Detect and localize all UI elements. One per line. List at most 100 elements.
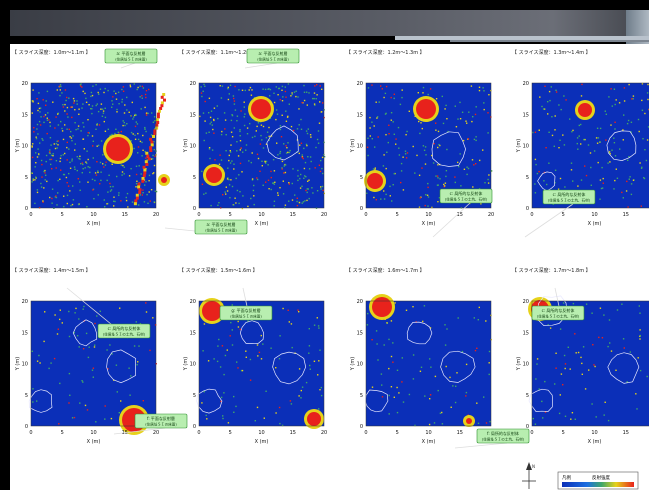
y-tick-label: 5 [25, 175, 28, 181]
callout-leader [244, 62, 278, 69]
y-tick-label: 20 [523, 299, 529, 305]
x-tick-label: 5 [562, 430, 565, 436]
x-tick-label: 15 [457, 212, 463, 218]
x-tick-label: 0 [197, 430, 200, 436]
x-axis-label: X (m) [588, 439, 602, 445]
x-axis-label: X (m) [588, 221, 602, 227]
y-tick-label: 10 [190, 362, 196, 368]
north-arrow: N [522, 462, 536, 489]
plot-frame [30, 82, 157, 209]
y-tick-label: 20 [190, 81, 196, 87]
strong-reflector [372, 297, 392, 317]
slide-content: 【 スライス深度：1.0m～1.1m 】 0 5 10 15 20 0 5 10 15 20 X (m… [10, 44, 649, 490]
y-tick-label: 0 [526, 206, 529, 212]
callout-title: c: 局所的な反射体 [542, 307, 575, 313]
y-tick-label: 10 [22, 144, 28, 150]
strong-reflector [202, 301, 222, 321]
feature-callout: f: 平面な反射層(住居址ＳＩの床面) [113, 413, 188, 435]
x-axis-label: X (m) [422, 221, 436, 227]
callout-title: a: 平面な反射層 [116, 50, 145, 56]
feature-outline [196, 388, 223, 414]
feature-outline [72, 319, 98, 347]
feature-callout: c: 局所的な反射体(住居址ＳＩの土坑、石材) [531, 287, 585, 321]
x-tick-label: 15 [290, 430, 296, 436]
x-tick-label: 5 [61, 212, 64, 218]
slice-depth-title: 【 スライス深度：1.0m～1.1m 】 [12, 49, 91, 56]
y-tick-label: 15 [357, 112, 363, 118]
x-tick-label: 20 [321, 430, 327, 436]
feature-outline [272, 351, 307, 385]
feature-outline [606, 130, 637, 161]
strong-reflector [161, 177, 167, 183]
y-tick-label: 10 [190, 144, 196, 150]
y-tick-label: 0 [526, 424, 529, 430]
plot-frame [365, 82, 492, 209]
x-tick-label: 5 [61, 430, 64, 436]
y-tick-label: 5 [360, 175, 363, 181]
strong-reflector [578, 103, 592, 117]
y-tick-label: 0 [193, 206, 196, 212]
plot-frame [365, 300, 492, 427]
y-tick-label: 0 [360, 206, 363, 212]
x-axis-label: X (m) [255, 439, 269, 445]
x-axis-label: X (m) [87, 439, 101, 445]
y-tick-label: 15 [22, 330, 28, 336]
callout-box [194, 219, 248, 235]
title-bar-accent [626, 10, 649, 44]
feature-callout: c: 局所的な反射体(住居址ＳＩの土坑、石材) [432, 188, 493, 238]
feature-outline [528, 388, 553, 412]
strong-reflector [206, 167, 222, 183]
north-label: N [532, 464, 535, 469]
callout-box [104, 48, 158, 64]
slice-depth-title: 【 スライス深度：1.4m～1.5m 】 [12, 267, 91, 274]
accent-stripe-thin [450, 40, 649, 42]
strong-reflector [466, 418, 472, 424]
plot-frame [30, 300, 157, 427]
feature-callout: c: 局所的な反射体(住居址ＳＩの土坑、石材) [524, 189, 596, 238]
callout-subtitle: (住居址ＳＩの土坑、石材) [537, 314, 580, 319]
callout-leader [113, 427, 166, 435]
callout-box [219, 305, 273, 321]
y-tick-label: 0 [360, 424, 363, 430]
y-tick-label: 15 [22, 112, 28, 118]
y-axis-label: Y (m) [516, 357, 522, 371]
callout-title: a: 平面な反射層 [258, 50, 287, 56]
feature-outline [406, 321, 433, 345]
callout-subtitle: (住居址ＳＩの床面) [145, 422, 177, 427]
y-tick-label: 20 [357, 299, 363, 305]
feature-outline [440, 350, 476, 383]
x-tick-label: 5 [562, 212, 565, 218]
x-tick-label: 5 [229, 430, 232, 436]
x-tick-label: 10 [90, 430, 96, 436]
x-tick-label: 0 [197, 212, 200, 218]
slice-depth-title: 【 スライス深度：1.2m～1.3m 】 [346, 49, 425, 56]
x-axis-label: X (m) [255, 221, 269, 227]
callout-subtitle: (住居址ＳＩの土坑、石材) [445, 197, 488, 202]
slice-depth-title: 【 スライス深度：1.6m～1.7m 】 [346, 267, 425, 274]
x-tick-label: 15 [122, 212, 128, 218]
slice-panel: 【 スライス深度：1.5m～1.6m 】 0 5 10 15 20 0 5 10 15 20 X (m… [179, 267, 327, 445]
feature-outline [364, 389, 389, 413]
x-tick-label: 0 [530, 212, 533, 218]
x-tick-label: 0 [29, 430, 32, 436]
y-tick-label: 20 [190, 299, 196, 305]
y-tick-label: 5 [360, 393, 363, 399]
callout-leader [524, 203, 574, 238]
feature-outline [266, 125, 299, 161]
reflection-speckles [199, 83, 326, 210]
callout-subtitle: (住居址ＳＩの床面) [115, 57, 147, 62]
slice-panel: 【 スライス深度：1.2m～1.3m 】 0 5 10 15 20 0 5 10 15 20 X (m… [346, 49, 494, 227]
x-tick-label: 5 [396, 212, 399, 218]
x-tick-label: 15 [457, 430, 463, 436]
callout-title: a: 平面な反射層 [206, 221, 235, 227]
x-tick-label: 5 [396, 430, 399, 436]
callout-leader [120, 62, 136, 69]
x-axis-label: X (m) [87, 221, 101, 227]
y-tick-label: 15 [523, 112, 529, 118]
y-tick-label: 0 [25, 424, 28, 430]
callout-title: f: 平面な反射層 [147, 415, 175, 421]
callout-subtitle: (住居址ＳＩの土坑、石材) [482, 437, 525, 442]
y-tick-label: 10 [357, 362, 363, 368]
